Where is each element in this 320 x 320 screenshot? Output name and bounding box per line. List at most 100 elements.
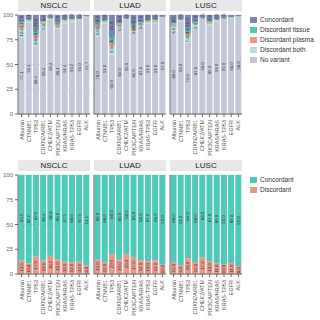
svg-text:CHEK2/ATM: CHEK2/ATM	[47, 120, 53, 151]
svg-text:13.6: 13.6	[41, 263, 46, 272]
svg-text:25: 25	[8, 246, 14, 252]
svg-text:CTNNB1: CTNNB1	[178, 120, 184, 142]
svg-text:5.0: 5.0	[109, 36, 114, 42]
svg-text:3.0: 3.0	[95, 23, 100, 29]
svg-text:KRAS/NRAS: KRAS/NRAS	[214, 280, 220, 312]
svg-text:10.0: 10.0	[160, 264, 165, 273]
svg-text:10.8: 10.8	[26, 264, 31, 273]
svg-text:4.6: 4.6	[62, 14, 67, 20]
svg-text:50: 50	[8, 222, 14, 228]
svg-text:3.1: 3.1	[19, 22, 24, 28]
svg-text:96.0: 96.0	[229, 62, 234, 71]
svg-text:91.0: 91.0	[153, 64, 158, 73]
svg-text:11.0: 11.0	[229, 264, 234, 273]
svg-text:13.5: 13.5	[19, 263, 24, 272]
svg-text:KRAS-TP53: KRAS-TP53	[145, 280, 151, 310]
svg-text:16.0: 16.0	[185, 261, 190, 270]
svg-text:91.0: 91.0	[145, 64, 150, 73]
svg-text:97.7: 97.7	[84, 61, 89, 70]
svg-text:3.0: 3.0	[138, 23, 143, 29]
svg-text:100: 100	[8, 12, 14, 18]
svg-text:4.5: 4.5	[153, 14, 158, 20]
svg-text:92.1: 92.1	[26, 64, 31, 73]
svg-text:75: 75	[8, 37, 14, 43]
svg-text:86.4: 86.4	[41, 213, 46, 222]
svg-text:0: 0	[10, 111, 14, 117]
svg-text:CHEK2/ATM: CHEK2/ATM	[199, 120, 205, 151]
svg-text:78.0: 78.0	[95, 71, 100, 80]
svg-text:14.0: 14.0	[138, 262, 143, 271]
svg-text:KRAS-TP53: KRAS-TP53	[145, 120, 151, 150]
svg-text:8.8: 8.8	[84, 266, 89, 272]
svg-text:ALK: ALK	[159, 120, 165, 131]
svg-text:ALK: ALK	[83, 280, 89, 291]
svg-text:3.2: 3.2	[77, 13, 82, 19]
svg-text:10.0: 10.0	[221, 264, 226, 273]
svg-text:83.0: 83.0	[131, 211, 136, 220]
svg-text:KRAS/NRAS: KRAS/NRAS	[62, 120, 68, 152]
svg-text:9.0: 9.0	[131, 16, 136, 22]
svg-text:93.0: 93.0	[214, 63, 219, 72]
svg-text:CTNNB1: CTNNB1	[102, 120, 108, 142]
svg-text:17.0: 17.0	[131, 261, 136, 270]
svg-text:17.5: 17.5	[33, 261, 38, 270]
svg-text:EGFR: EGFR	[152, 280, 158, 295]
svg-text:14.0: 14.0	[153, 262, 158, 271]
svg-text:98.0: 98.0	[236, 61, 241, 70]
svg-text:95.0: 95.0	[124, 62, 129, 71]
svg-text:4.0: 4.0	[33, 29, 38, 35]
svg-text:13.0: 13.0	[207, 263, 212, 272]
svg-text:25: 25	[8, 86, 14, 92]
svg-text:86.1: 86.1	[55, 67, 60, 76]
svg-text:20.0: 20.0	[124, 259, 129, 268]
svg-text:91.0: 91.0	[178, 215, 183, 224]
svg-text:82.0: 82.0	[131, 69, 136, 78]
svg-text:91.2: 91.2	[84, 215, 89, 224]
svg-text:85.0: 85.0	[55, 212, 60, 221]
svg-text:TP53: TP53	[109, 280, 115, 293]
svg-text:KRAS/NRAS: KRAS/NRAS	[214, 120, 220, 152]
svg-text:3.2: 3.2	[69, 13, 74, 19]
svg-text:EGFR: EGFR	[152, 120, 158, 135]
svg-text:15.0: 15.0	[117, 262, 122, 271]
svg-text:5.0: 5.0	[117, 25, 122, 31]
svg-text:ALK: ALK	[235, 120, 241, 131]
svg-text:4.1: 4.1	[26, 13, 31, 19]
svg-text:7.5: 7.5	[138, 15, 143, 21]
svg-text:18.2: 18.2	[48, 260, 53, 269]
svg-text:22.0: 22.0	[109, 21, 114, 30]
svg-text:88.0: 88.0	[69, 214, 74, 223]
svg-text:85.0: 85.0	[117, 212, 122, 221]
svg-text:12.0: 12.0	[193, 263, 198, 272]
svg-text:ALK: ALK	[159, 280, 165, 291]
svg-text:4.0: 4.0	[214, 13, 219, 19]
svg-text:CDKN2A/RB1: CDKN2A/RB1	[40, 280, 46, 315]
svg-text:80.0: 80.0	[109, 210, 114, 219]
svg-text:3.5: 3.5	[185, 28, 190, 34]
svg-text:KRAS-TP53: KRAS-TP53	[221, 280, 227, 310]
svg-text:6.0: 6.0	[207, 14, 212, 20]
svg-text:CDKN2A/RB1: CDKN2A/RB1	[116, 280, 122, 315]
svg-text:2.5: 2.5	[200, 13, 205, 19]
svg-text:94.0: 94.0	[77, 63, 82, 72]
svg-text:12.0: 12.0	[69, 263, 74, 272]
svg-text:3.2: 3.2	[124, 13, 129, 19]
svg-text:92.0: 92.0	[236, 216, 241, 225]
svg-text:8.5: 8.5	[171, 16, 176, 22]
svg-text:KRAS/NRAS: KRAS/NRAS	[62, 280, 68, 312]
svg-text:83.0: 83.0	[200, 211, 205, 220]
svg-text:13.0: 13.0	[145, 263, 150, 272]
svg-text:86.5: 86.5	[19, 213, 24, 222]
svg-text:CDKN2A/RB1: CDKN2A/RB1	[116, 120, 122, 155]
svg-text:75: 75	[8, 197, 14, 203]
svg-text:12.5: 12.5	[62, 263, 67, 272]
svg-text:68.4: 68.4	[33, 75, 38, 84]
svg-text:KRAS-TP53: KRAS-TP53	[69, 120, 75, 150]
svg-text:12.0: 12.0	[171, 263, 176, 272]
svg-text:87.0: 87.0	[193, 66, 198, 75]
svg-text:PIK3CA/PTEN: PIK3CA/PTEN	[55, 120, 61, 156]
svg-text:KRAS-TP53: KRAS-TP53	[69, 280, 75, 310]
svg-text:87.0: 87.0	[138, 66, 143, 75]
svg-text:KRAS-TP53: KRAS-TP53	[221, 120, 227, 150]
svg-text:12.5: 12.5	[77, 263, 82, 272]
